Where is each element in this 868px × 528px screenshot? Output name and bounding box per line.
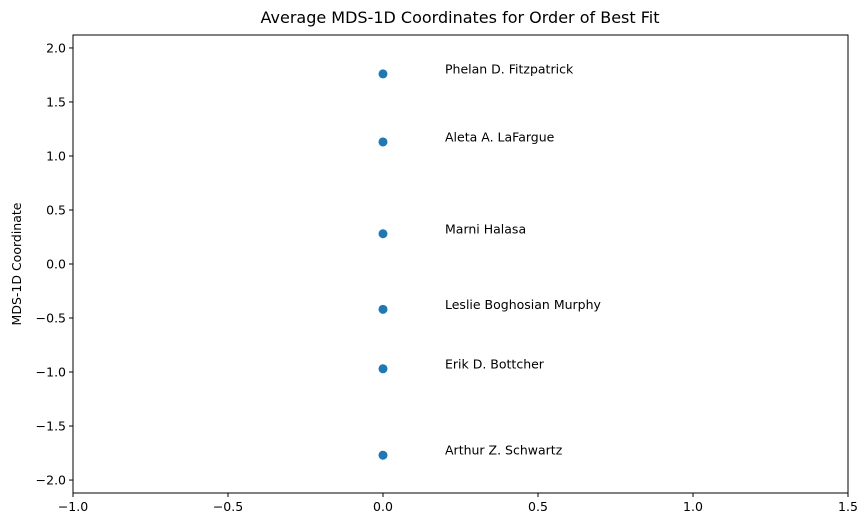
data-point	[378, 69, 388, 79]
data-point	[378, 364, 388, 374]
point-label: Marni Halasa	[445, 221, 526, 236]
point-label: Erik D. Bottcher	[445, 356, 545, 371]
x-tick-label: 1.5	[838, 499, 858, 514]
y-tick-label: −2.0	[36, 473, 66, 488]
data-point	[378, 229, 388, 239]
y-axis: 2.0 1.5 1.0 0.5 0.0 −0.5 −1.0 −1.5 −2.0	[36, 40, 73, 488]
y-tick-label: −1.0	[36, 365, 66, 380]
x-tick-label: −1.0	[58, 499, 88, 514]
data-point	[378, 450, 388, 460]
y-tick-label: 2.0	[46, 40, 66, 55]
y-tick-label: 1.0	[46, 148, 66, 163]
point-label: Aleta A. LaFargue	[445, 129, 555, 144]
x-tick-label: −0.5	[213, 499, 243, 514]
data-points: Phelan D. Fitzpatrick Aleta A. LaFargue Ma…	[378, 61, 602, 460]
x-axis: −1.0 −0.5 0.0 0.5 1.0 1.5	[58, 493, 858, 514]
point-label: Phelan D. Fitzpatrick	[445, 61, 574, 76]
y-axis-label: MDS-1D Coordinate	[9, 202, 24, 325]
y-tick-label: 1.5	[46, 94, 66, 109]
y-tick-label: 0.0	[46, 257, 66, 272]
data-point	[378, 304, 388, 314]
x-tick-label: 0.0	[373, 499, 393, 514]
point-label: Leslie Boghosian Murphy	[445, 297, 602, 312]
point-label: Arthur Z. Schwartz	[445, 443, 563, 458]
data-point	[378, 137, 388, 147]
y-tick-label: 0.5	[46, 202, 66, 217]
plot-area	[72, 34, 849, 494]
y-tick-label: −0.5	[36, 311, 66, 326]
x-tick-label: 0.5	[528, 499, 548, 514]
y-tick-label: −1.5	[36, 419, 66, 434]
x-tick-label: 1.0	[683, 499, 703, 514]
chart-title: Average MDS-1D Coordinates for Order of …	[261, 8, 660, 27]
